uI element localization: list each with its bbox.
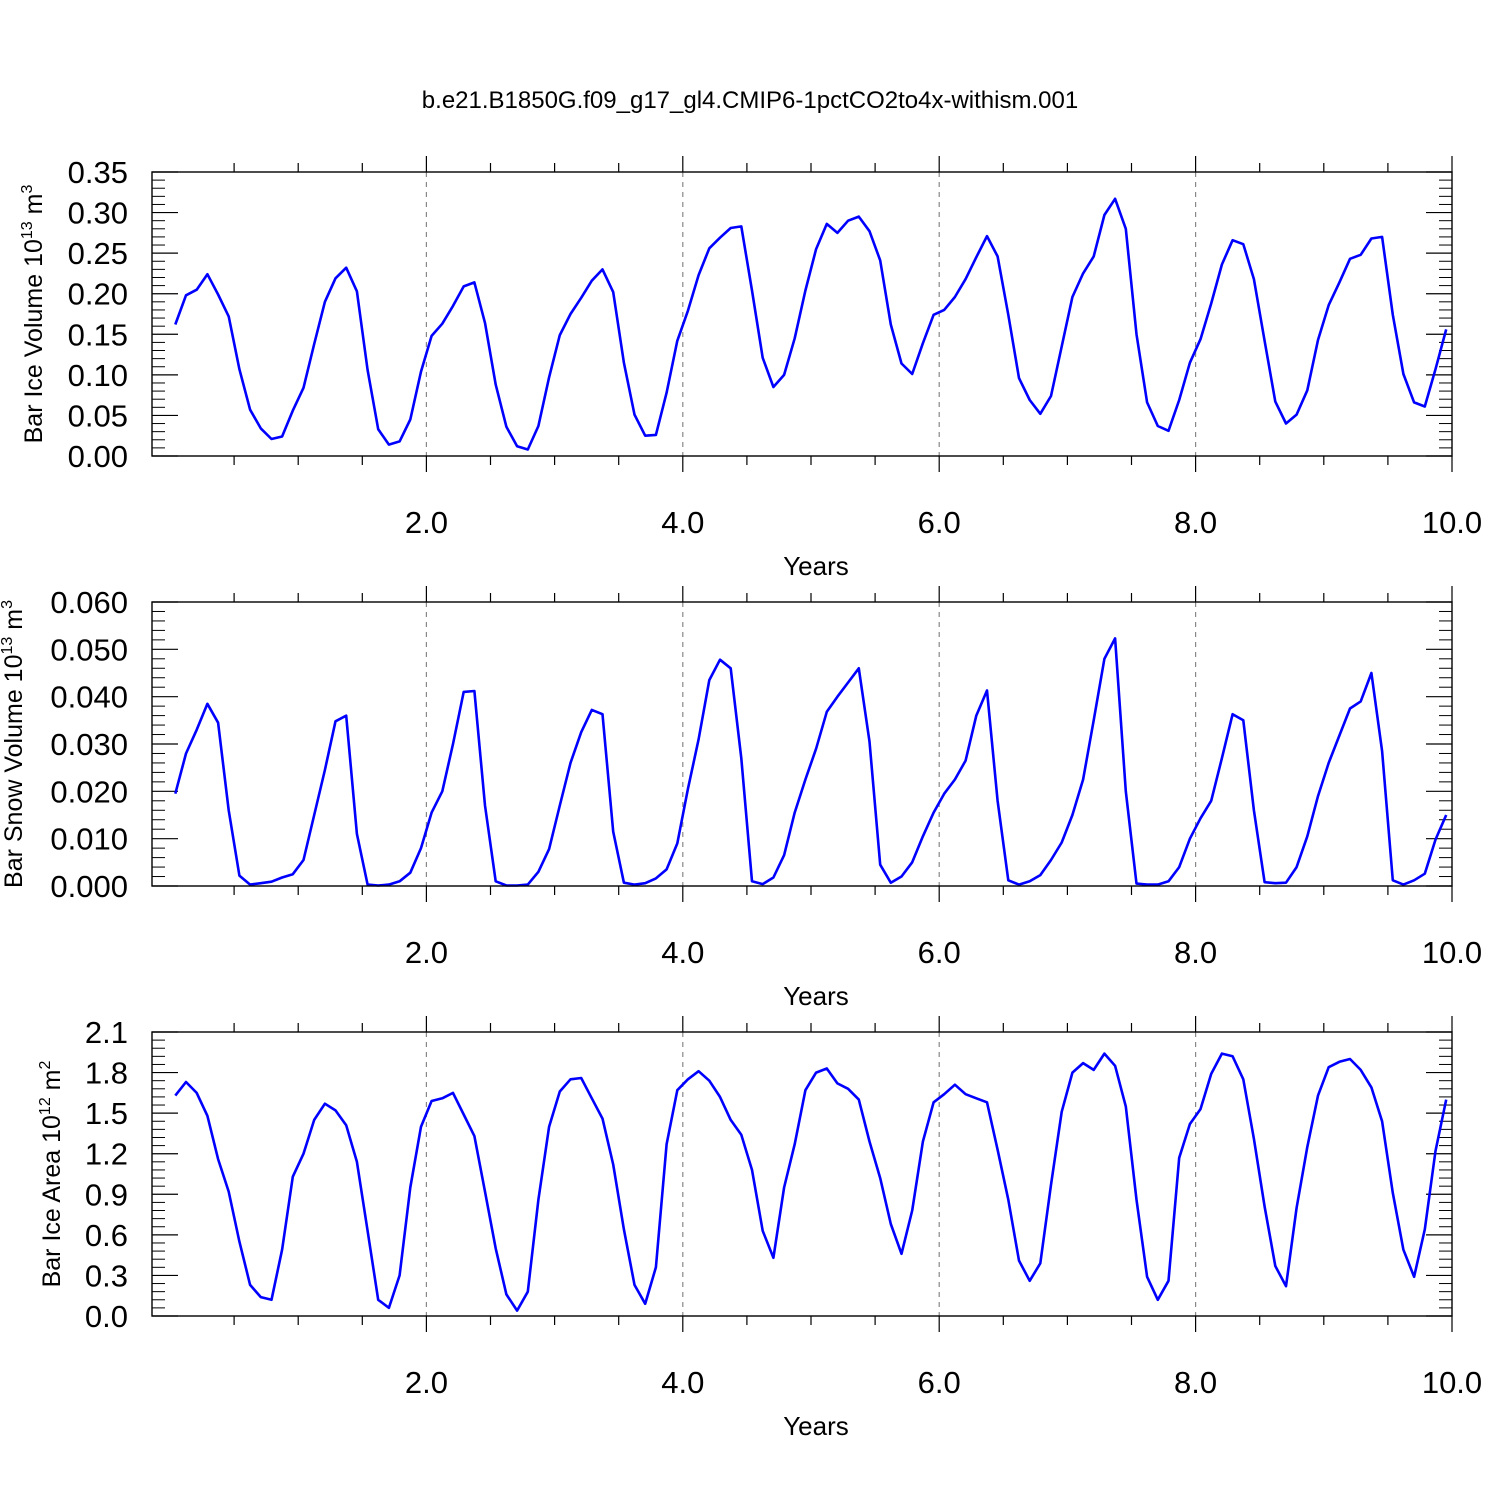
y-tick-label: 0.0: [85, 1299, 128, 1334]
y-tick-label: 0.15: [68, 317, 128, 352]
figure-title: b.e21.B1850G.f09_g17_gl4.CMIP6-1pctCO2to…: [422, 87, 1078, 114]
y-axis-label: Bar Ice Area 1012 m2: [37, 1061, 66, 1288]
x-tick-label: 8.0: [1174, 935, 1217, 970]
x-tick-label: 6.0: [918, 505, 961, 540]
x-tick-label: 2.0: [405, 1365, 448, 1400]
y-tick-label: 0.040: [50, 680, 128, 715]
x-tick-label: 10.0: [1422, 505, 1482, 540]
x-tick-label: 10.0: [1422, 1365, 1482, 1400]
x-tick-label: 4.0: [661, 505, 704, 540]
y-tick-label: 0.35: [68, 155, 128, 190]
x-axis-label: Years: [783, 981, 849, 1011]
x-tick-label: 4.0: [661, 935, 704, 970]
series-line: [174, 197, 1448, 451]
y-tick-label: 2.1: [85, 1015, 128, 1050]
y-tick-label: 1.2: [85, 1137, 128, 1172]
y-axis-label: Bar Ice Volume 1013 m3: [19, 185, 48, 444]
x-tick-label: 10.0: [1422, 935, 1482, 970]
y-tick-label: 0.3: [85, 1258, 128, 1293]
y-tick-label: 0.30: [68, 196, 128, 231]
y-tick-label: 0.060: [50, 585, 128, 620]
x-tick-label: 6.0: [918, 1365, 961, 1400]
y-axis-label: Bar Snow Volume 1013 m3: [0, 600, 28, 888]
x-axis-label: Years: [783, 551, 849, 581]
plot-frame: [151, 1031, 1453, 1317]
x-tick-label: 2.0: [405, 505, 448, 540]
y-tick-label: 0.6: [85, 1218, 128, 1253]
x-tick-label: 8.0: [1174, 1365, 1217, 1400]
x-tick-label: 2.0: [405, 935, 448, 970]
y-tick-label: 0.020: [50, 774, 128, 809]
y-tick-label: 0.9: [85, 1177, 128, 1212]
series-line: [174, 637, 1448, 887]
y-tick-label: 0.000: [50, 869, 128, 904]
plot-frame: [151, 601, 1453, 887]
series-line: [174, 1052, 1448, 1312]
panel-2: 0.000 0.010 0.020 0.030 0.040 0.050 0.060 2.0 4.…: [0, 585, 1482, 1011]
plot-frame: [151, 171, 1453, 457]
y-tick-label: 0.030: [50, 727, 128, 762]
y-tick-label: 0.20: [68, 277, 128, 312]
x-tick-label: 8.0: [1174, 505, 1217, 540]
y-tick-label: 0.00: [68, 439, 128, 474]
y-tick-label: 0.050: [50, 632, 128, 667]
x-tick-label: 4.0: [661, 1365, 704, 1400]
x-axis-label: Years: [783, 1411, 849, 1441]
y-tick-label: 0.05: [68, 398, 128, 433]
panel-1: 0.00 0.05 0.10 0.15 0.20 0.25 0.30 0.35 2.0 4.0 6.…: [19, 155, 1482, 581]
y-tick-label: 0.25: [68, 236, 128, 271]
panel-3: 0.0 0.3 0.6 0.9 1.2 1.5 1.8 2.1 2.0 4.0 6.0 8.0 10.0…: [37, 1015, 1482, 1441]
y-tick-label: 1.5: [85, 1096, 128, 1131]
y-tick-label: 0.10: [68, 358, 128, 393]
y-tick-label: 0.010: [50, 822, 128, 857]
y-tick-label: 1.8: [85, 1056, 128, 1091]
x-tick-label: 6.0: [918, 935, 961, 970]
